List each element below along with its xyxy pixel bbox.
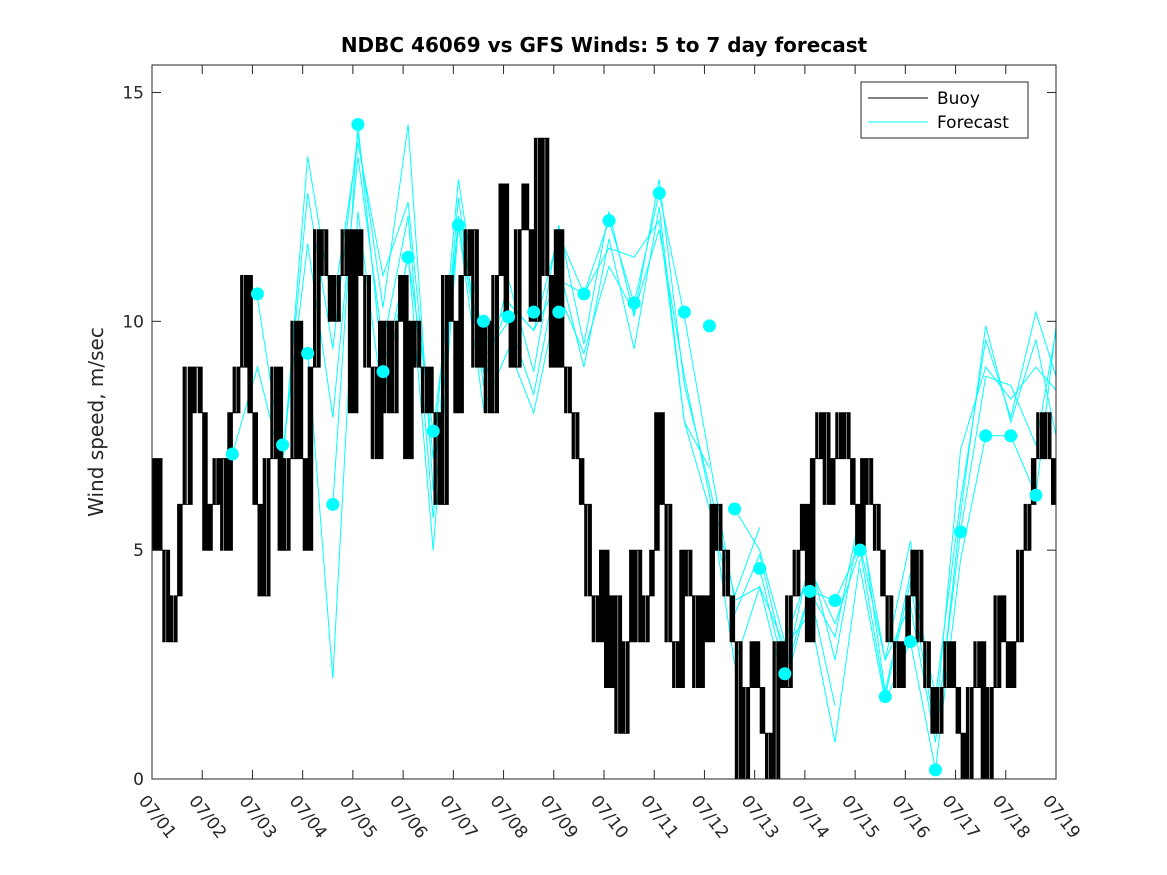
forecast-point — [426, 424, 440, 438]
forecast-point — [276, 438, 290, 452]
legend: Buoy Forecast — [860, 81, 1029, 139]
forecast-point — [1029, 488, 1043, 502]
y-axis-ticks: 0 5 10 15 — [122, 83, 1056, 790]
forecast-point — [702, 319, 716, 333]
forecast-point — [451, 218, 465, 232]
forecast-point — [627, 296, 641, 310]
forecast-point — [351, 118, 365, 131]
forecast-point — [250, 287, 264, 301]
forecast-point — [1004, 429, 1018, 443]
forecast-point — [979, 429, 993, 443]
forecast-point — [903, 635, 917, 649]
forecast-point — [577, 287, 591, 301]
forecast-point — [677, 305, 691, 319]
legend-forecast-label: Forecast — [937, 113, 1009, 133]
forecast-markers — [225, 118, 1043, 777]
y-tick-label: 0 — [133, 770, 144, 790]
buoy-line — [152, 137, 1057, 780]
y-tick-label: 15 — [122, 83, 144, 103]
forecast-point — [652, 186, 666, 200]
forecast-point — [853, 543, 867, 557]
forecast-point — [753, 561, 767, 575]
y-tick-label: 5 — [133, 541, 144, 561]
legend-buoy-label: Buoy — [937, 89, 980, 109]
forecast-point — [401, 250, 415, 264]
forecast-point — [778, 667, 792, 681]
forecast-point — [878, 690, 892, 704]
chart-title: NDBC 46069 vs GFS Winds: 5 to 7 day fore… — [341, 33, 868, 57]
y-axis-label: Wind speed, m/sec — [84, 327, 108, 517]
forecast-trace — [282, 156, 786, 661]
forecast-point — [552, 305, 566, 319]
forecast-point — [326, 497, 340, 511]
forecast-point — [476, 314, 490, 328]
forecast-trace — [809, 325, 1057, 743]
forecast-point — [225, 447, 239, 461]
forecast-point — [502, 310, 516, 324]
forecast-point — [828, 594, 842, 607]
forecast-point — [954, 525, 968, 539]
forecast-point — [928, 763, 942, 777]
forecast-point — [527, 305, 541, 319]
forecast-point — [376, 365, 390, 379]
forecast-point — [301, 346, 315, 360]
forecast-point — [728, 502, 742, 516]
legend-box — [860, 81, 1029, 139]
y-tick-label: 10 — [122, 312, 144, 332]
forecast-point — [602, 214, 616, 228]
buoy-series — [152, 137, 1057, 780]
forecast-point — [803, 584, 817, 598]
